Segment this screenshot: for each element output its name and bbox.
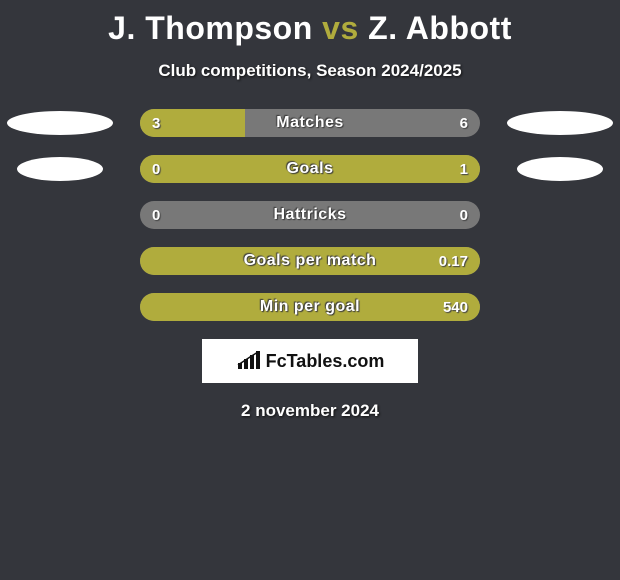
stat-right-value: 0 (460, 201, 468, 229)
stat-row-hattricks: 0 Hattricks 0 (0, 201, 620, 229)
stat-label: Hattricks (140, 201, 480, 229)
player1-club-slot (0, 155, 120, 183)
stat-right-value: 1 (460, 155, 468, 183)
stat-bar-goals: 0 Goals 1 (140, 155, 480, 183)
stat-label: Goals (140, 155, 480, 183)
stat-right-value: 540 (443, 293, 468, 321)
player2-club-slot (500, 155, 620, 183)
stat-row-gpm: Goals per match 0.17 (0, 247, 620, 275)
date-line: 2 november 2024 (0, 401, 620, 421)
vs-separator: vs (322, 10, 359, 46)
player2-club-oval (517, 157, 603, 181)
stat-row-mpg: Min per goal 540 (0, 293, 620, 321)
stat-label: Matches (140, 109, 480, 137)
bar-chart-icon (236, 351, 262, 371)
stat-label: Goals per match (140, 247, 480, 275)
comparison-title: J. Thompson vs Z. Abbott (0, 0, 620, 47)
stat-row-goals: 0 Goals 1 (0, 155, 620, 183)
stat-bar-matches: 3 Matches 6 (140, 109, 480, 137)
player2-avatar-slot (500, 109, 620, 137)
stat-bar-gpm: Goals per match 0.17 (140, 247, 480, 275)
player1-club-oval (17, 157, 103, 181)
stat-bar-hattricks: 0 Hattricks 0 (140, 201, 480, 229)
fctables-logo: FcTables.com (236, 351, 385, 372)
stat-label: Min per goal (140, 293, 480, 321)
fctables-logo-box: FcTables.com (202, 339, 418, 383)
fctables-logo-text: FcTables.com (266, 351, 385, 372)
stats-area: 3 Matches 6 0 Goals 1 0 Hattricks (0, 109, 620, 321)
subtitle: Club competitions, Season 2024/2025 (0, 61, 620, 81)
stat-right-value: 6 (460, 109, 468, 137)
player2-name: Z. Abbott (368, 10, 512, 46)
player1-name: J. Thompson (108, 10, 313, 46)
stat-bar-mpg: Min per goal 540 (140, 293, 480, 321)
player1-avatar-slot (0, 109, 120, 137)
stat-row-matches: 3 Matches 6 (0, 109, 620, 137)
player1-avatar-oval (7, 111, 113, 135)
stat-right-value: 0.17 (439, 247, 468, 275)
player2-avatar-oval (507, 111, 613, 135)
